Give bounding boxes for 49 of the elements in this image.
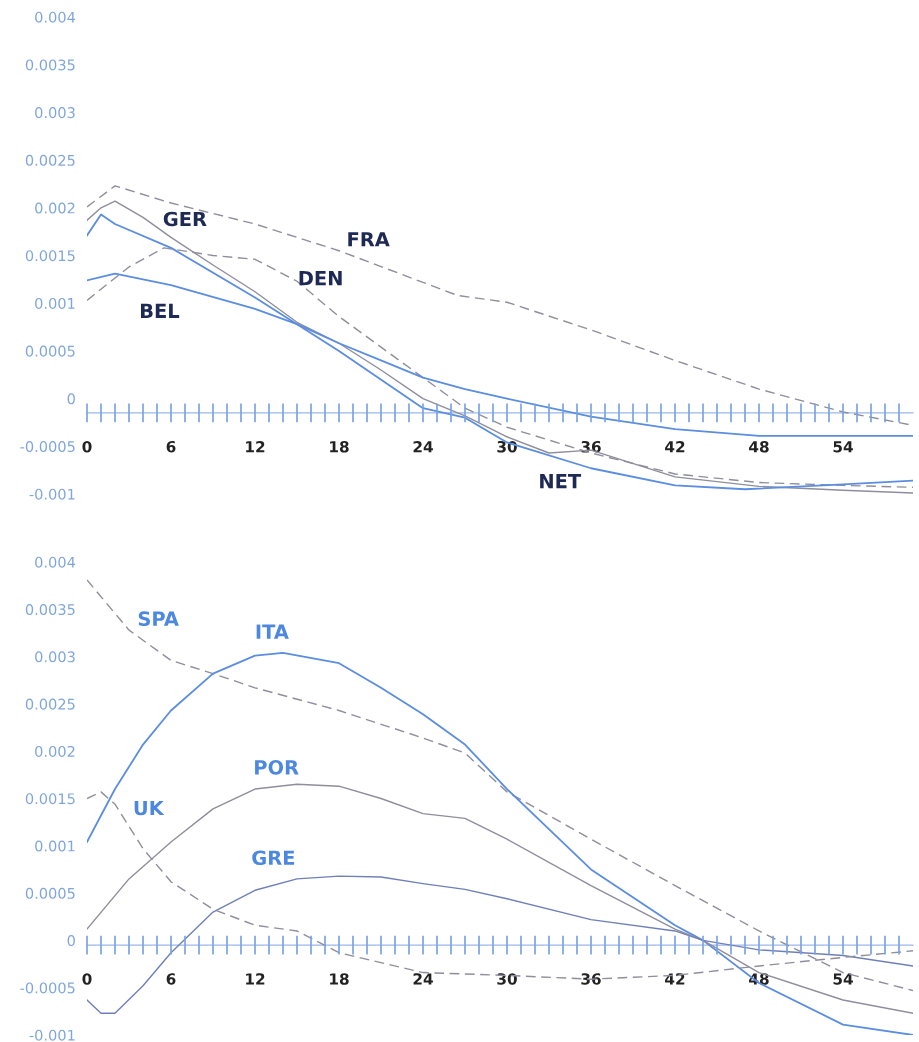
series-label: GRE [252,850,295,866]
series-label: DEN [299,271,342,286]
x-tick-label: 6 [166,973,176,985]
y-tick-label: 0.0005 [25,887,75,899]
series-label: ITA [256,624,289,639]
x-tick-label: 54 [833,973,853,985]
x-tick-label: 0 [82,440,92,453]
series-label: FRA [348,232,390,247]
y-tick-label: -0.001 [29,488,75,500]
y-tick-label: 0.0035 [25,59,75,71]
y-tick-label: 0.001 [35,297,75,309]
y-tick-label: 0.003 [35,651,75,663]
y-tick-label: 0.0015 [25,250,75,262]
y-tick-label: 0.0025 [25,154,75,166]
x-tick-label: 30 [497,973,517,985]
x-tick-label: 18 [330,440,349,453]
y-tick-label: 0.0025 [25,698,75,710]
y-tick-label: 0.0005 [25,345,75,357]
series-label: POR [255,759,299,775]
series-label: NET [540,473,582,489]
series-label: UK [134,800,165,816]
x-tick-label: 12 [246,440,265,453]
series-label: BEL [140,303,180,318]
y-tick-label: 0.0015 [25,793,75,805]
x-tick-label: 42 [665,440,685,453]
x-tick-label: 36 [581,973,601,985]
x-tick-label: 54 [833,441,853,453]
y-tick-label: 0.002 [35,745,75,757]
x-tick-label: 30 [497,440,517,453]
y-tick-label: 0.001 [35,840,75,852]
x-tick-label: 18 [330,973,349,985]
y-tick-label: 0.002 [35,202,75,214]
y-tick-label: -0.0005 [20,441,75,453]
y-tick-label: -0.001 [29,1029,75,1041]
y-tick-label: 0.004 [35,556,76,568]
y-tick-label: 0.0035 [25,604,75,616]
series-label: SPA [138,611,179,627]
x-tick-label: 12 [246,973,265,985]
y-tick-label: 0 [67,393,75,405]
x-tick-label: 48 [749,440,769,453]
x-tick-label: 0 [82,973,92,985]
y-tick-label: 0 [67,935,75,947]
x-tick-label: 6 [166,440,176,453]
x-tick-label: 24 [413,973,433,985]
y-tick-label: 0.004 [35,11,76,23]
series-label: GER [163,211,207,227]
y-tick-label: -0.0005 [20,982,75,994]
x-tick-label: 24 [413,440,433,453]
y-tick-label: 0.003 [35,107,75,119]
